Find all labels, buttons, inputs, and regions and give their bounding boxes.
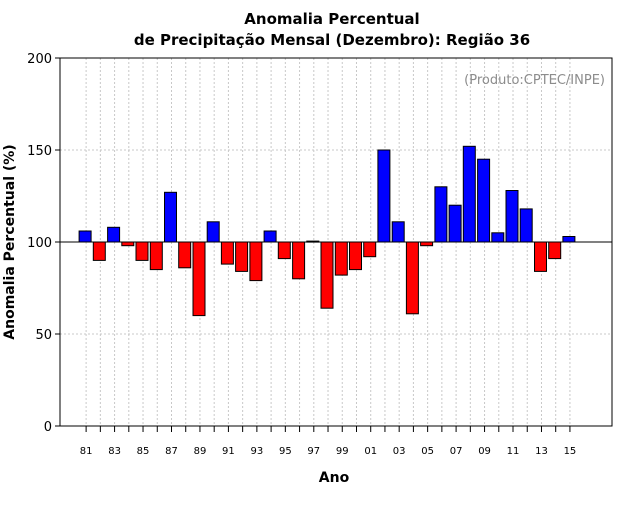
x-tick-label: 95 [279,446,292,457]
x-tick-label: 01 [364,446,377,457]
bar-87 [164,191,177,243]
y-tick-label: 150 [27,144,52,159]
bar-12 [519,208,533,243]
bar-82 [92,241,106,261]
bar-01 [363,241,377,258]
x-tick-label: 15 [564,446,577,457]
bar-05 [420,241,434,247]
x-tick-label: 97 [307,446,320,457]
bar-00 [349,241,362,271]
bar-04 [405,241,419,315]
bar-11 [505,190,519,243]
bar-91 [220,241,234,265]
y-tick-label: 100 [27,236,52,251]
x-tick-label: 05 [421,446,434,457]
bar-84 [121,241,135,247]
x-tick-label: 09 [478,446,491,457]
bar-03 [391,221,405,243]
x-tick-label: 99 [336,446,349,457]
x-tick-label: 13 [535,446,548,457]
bar-89 [192,241,206,317]
bar-10 [491,232,505,243]
bar-90 [206,221,220,243]
bar-13 [534,241,547,272]
bar-85 [135,241,149,261]
x-axis: 81 83 85 87 89 91 93 95 97 99 01 03 05 07 09 11 13 15 [80,426,577,457]
bar-09 [477,158,491,243]
x-tick-label: 87 [165,446,178,457]
bar-02 [377,149,391,243]
x-tick-label: 03 [393,446,406,457]
y-tick-label: 0 [44,420,52,435]
bar-99 [334,241,348,276]
chart-title-line1: Anomalia Percentual [244,10,419,28]
bar-81 [78,230,92,243]
watermark: (Produto:CPTEC/INPE) [464,73,605,88]
x-tick-label: 11 [507,446,520,457]
x-tick-label: 81 [80,446,93,457]
bar-07 [448,204,462,243]
y-axis: 0 50 100 150 200 [27,52,60,435]
x-tick-label: 85 [137,446,150,457]
bar-98 [320,241,334,309]
y-tick-label: 50 [35,328,52,343]
x-tick-label: 93 [251,446,264,457]
x-tick-label: 07 [450,446,463,457]
y-axis-label: Anomalia Percentual (%) [2,144,18,339]
bar-83 [107,226,121,243]
y-tick-label: 200 [27,52,52,67]
x-tick-label: 91 [222,446,235,457]
bar-08 [462,145,476,243]
x-axis-label: Ano [319,470,350,486]
x-tick-label: 89 [194,446,207,457]
bar-88 [178,241,192,269]
bar-96 [292,241,306,280]
bar-94 [263,230,277,243]
bar-15 [562,236,576,243]
chart-title-line2: de Precipitação Mensal (Dezembro): Regiã… [134,31,530,49]
x-tick-label: 83 [108,446,121,457]
bar-95 [277,241,291,260]
bars-layer [78,145,576,317]
bar-93 [249,241,263,282]
bar-86 [149,241,163,271]
bar-06 [434,186,448,243]
bar-14 [548,241,562,260]
bar-92 [235,241,249,272]
